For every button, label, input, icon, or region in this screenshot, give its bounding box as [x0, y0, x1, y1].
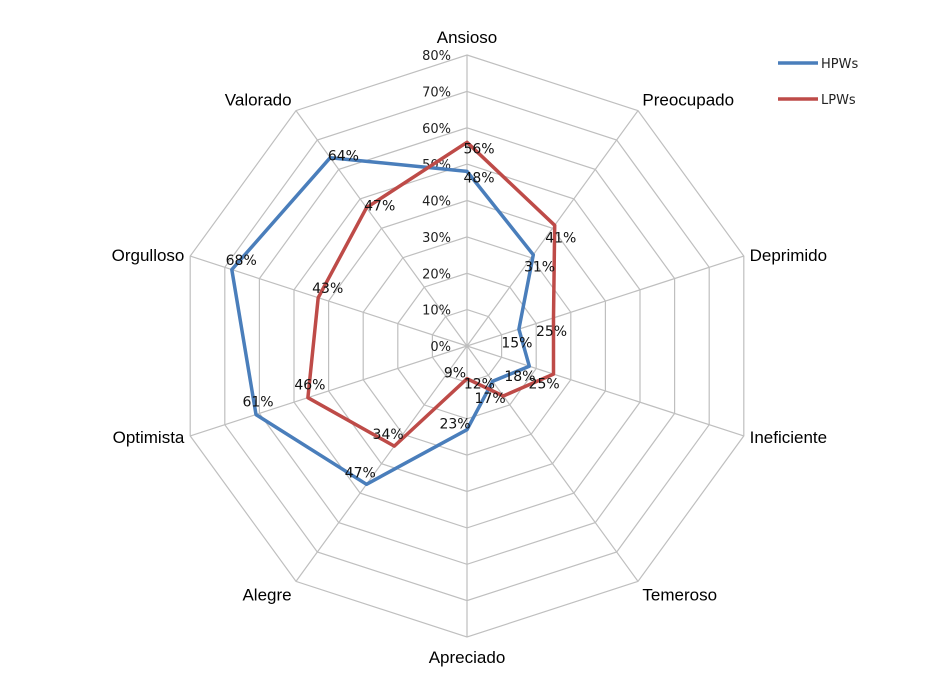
tick-label: 30%: [422, 231, 451, 246]
data-label-hpws-ineficiente: 18%: [504, 369, 535, 385]
data-label-lpws-alegre: 34%: [373, 427, 404, 443]
axis-label-optimista: Optimista: [113, 428, 185, 447]
data-label-lpws-valorado: 47%: [364, 199, 395, 215]
axis-label-temeroso: Temeroso: [642, 586, 717, 605]
tick-label: 70%: [422, 85, 451, 100]
data-label-hpws-orgulloso: 68%: [226, 253, 257, 269]
legend-label-hpws: HPWs: [821, 57, 858, 72]
data-label-hpws-valorado: 64%: [328, 149, 359, 165]
axis-label-alegre: Alegre: [242, 586, 291, 605]
series-line-hpws: [230, 155, 536, 487]
tick-label: 10%: [422, 304, 451, 319]
spoke-valorado: [295, 110, 468, 347]
spoke-orgulloso: [190, 255, 468, 347]
legend: HPWs LPWs: [778, 57, 858, 108]
series-lines: [230, 140, 557, 487]
spoke-deprimido: [466, 255, 744, 347]
data-label-hpws-apreciado: 23%: [439, 417, 470, 433]
spoke-alegre: [295, 345, 468, 582]
spoke-temeroso: [466, 345, 639, 582]
data-label-lpws-deprimido: 25%: [536, 324, 567, 340]
axis-label-apreciado: Apreciado: [429, 648, 506, 667]
tick-label: 40%: [422, 195, 451, 210]
data-label-hpws-ansioso: 48%: [463, 170, 494, 186]
data-label-hpws-alegre: 47%: [345, 465, 376, 481]
axis-label-valorado: Valorado: [225, 90, 292, 109]
series-line-lpws: [306, 140, 557, 448]
tick-label: 80%: [422, 49, 451, 64]
data-labels: 48% 31% 15% 18% 12% 23% 47% 61% 68% 64% 56% 41% 25% 2…: [226, 141, 577, 481]
spoke-optimista: [190, 345, 468, 437]
data-label-lpws-apreciado: 9%: [444, 366, 466, 382]
tick-label: 0%: [430, 340, 451, 355]
axis-label-ansioso: Ansioso: [437, 28, 497, 47]
spoke-ineficiente: [466, 345, 744, 437]
data-label-hpws-deprimido: 15%: [501, 335, 532, 351]
data-label-lpws-temeroso: 17%: [475, 391, 506, 407]
tick-label: 60%: [422, 122, 451, 137]
grid: [189, 54, 745, 638]
spoke-preocupado: [466, 110, 639, 347]
axis-label-ineficiente: Ineficiente: [750, 428, 828, 447]
axis-label-orgulloso: Orgulloso: [112, 246, 185, 265]
axis-labels: Ansioso Preocupado Deprimido Ineficiente Tem…: [112, 28, 827, 667]
axis-label-deprimido: Deprimido: [750, 246, 827, 265]
tick-label: 20%: [422, 267, 451, 282]
data-label-lpws-ineficiente: 25%: [529, 377, 560, 393]
data-label-hpws-optimista: 61%: [242, 394, 273, 410]
data-label-lpws-optimista: 46%: [294, 377, 325, 393]
data-label-hpws-temeroso: 12%: [464, 377, 495, 393]
data-label-lpws-orgulloso: 43%: [312, 281, 343, 297]
legend-label-lpws: LPWs: [821, 93, 856, 108]
data-label-lpws-preocupado: 41%: [545, 230, 576, 246]
axis-label-preocupado: Preocupado: [642, 90, 734, 109]
tick-labels: 0%10%20%30%40%50%60%70%80%: [422, 49, 451, 355]
data-label-hpws-preocupado: 31%: [524, 260, 555, 276]
data-label-lpws-ansioso: 56%: [463, 141, 494, 157]
